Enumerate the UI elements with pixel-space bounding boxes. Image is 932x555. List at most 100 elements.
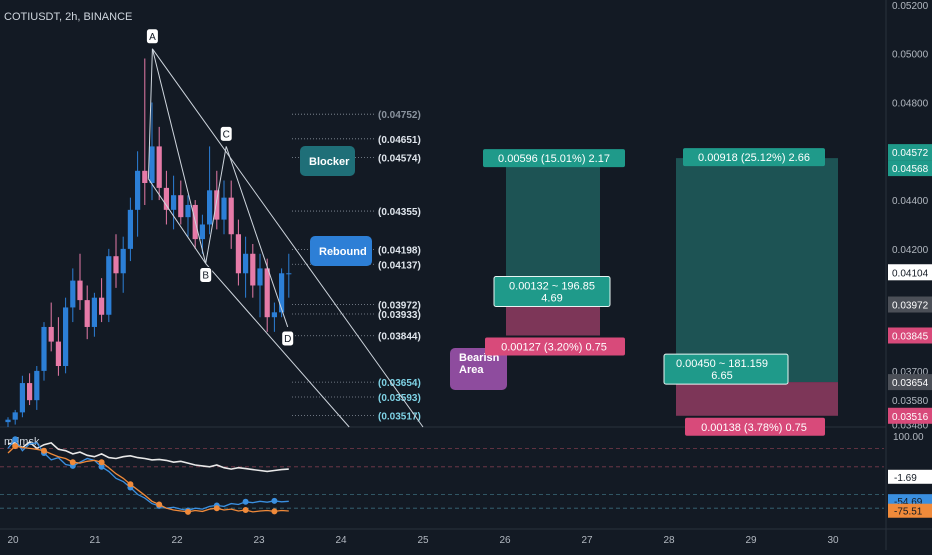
- candle-body: [214, 190, 220, 220]
- fib-level-label: (0.04752): [378, 110, 421, 121]
- indicator-point: [242, 507, 249, 514]
- callout-box: [310, 236, 372, 266]
- position-target-box: [483, 149, 625, 168]
- x-axis-tick-label: 26: [499, 535, 511, 546]
- fib-level-label: (0.03593): [378, 393, 421, 404]
- indicator-value-label: -1.69: [894, 473, 917, 484]
- candle-body: [142, 170, 148, 183]
- indicator-value-tag: [888, 469, 932, 484]
- indicator-point: [156, 501, 163, 508]
- candle-body: [70, 280, 76, 308]
- x-axis-tick-label: 24: [335, 535, 347, 546]
- position-profit-zone: [676, 158, 838, 383]
- position-stop-text: 0.00138 (3.78%) 0.75: [701, 422, 807, 434]
- callout-box: [300, 146, 355, 176]
- indicator-point: [41, 447, 47, 454]
- candle-body: [257, 268, 263, 286]
- pattern-line-ab: [151, 48, 207, 264]
- x-axis-tick-label: 20: [7, 535, 19, 546]
- indicator-value-tag: [888, 503, 932, 518]
- pattern-point-label: D: [284, 334, 291, 345]
- candle-body: [279, 273, 285, 313]
- candle-body: [120, 248, 126, 274]
- channel-upper-line: [151, 48, 424, 428]
- candle-body: [55, 341, 61, 366]
- indicator-point: [213, 505, 220, 512]
- indicator-point: [98, 459, 105, 466]
- candle-body: [113, 256, 119, 274]
- fib-level-label: (0.04574): [378, 154, 421, 165]
- candle-body: [63, 307, 69, 366]
- candle-body: [77, 280, 83, 301]
- price-tag: [888, 160, 932, 177]
- candle-body: [34, 370, 40, 401]
- symbol-label: COTIUSDT, 2h, BINANCE: [4, 11, 132, 23]
- candle-body: [48, 326, 54, 342]
- pattern-point-marker: [199, 267, 213, 284]
- position-mid-line1: 0.00132 ~ 196.85: [509, 281, 595, 293]
- y-axis-tick-label: 0.05000: [892, 50, 929, 61]
- candle-body: [156, 146, 162, 188]
- candle-body: [235, 234, 241, 274]
- price-tag: [888, 327, 932, 344]
- y-axis-tick-label: 0.05200: [892, 1, 929, 12]
- candle-body: [250, 253, 256, 286]
- fib-level-label: (0.04355): [378, 207, 421, 218]
- candle-body: [271, 312, 277, 318]
- indicator-point: [12, 443, 19, 450]
- candle-body: [5, 419, 11, 423]
- position-mid-line2: 4.69: [541, 293, 562, 305]
- x-axis-tick-label: 27: [581, 535, 593, 546]
- candle-body: [41, 326, 47, 371]
- candle-body: [91, 297, 97, 327]
- indicator-point: [271, 508, 278, 515]
- candle-body: [99, 297, 105, 315]
- position-mid-line1: 0.00450 ~ 181.159: [676, 358, 768, 370]
- candle-body: [221, 197, 227, 220]
- price-tag-label: 0.04568: [892, 164, 929, 175]
- indicator-series-line: [7, 438, 289, 512]
- y-axis-tick-label: 0.03480: [892, 421, 929, 432]
- pattern-point-label: A: [149, 32, 156, 43]
- candle-body: [185, 204, 191, 218]
- x-axis-tick-label: 21: [89, 535, 101, 546]
- position-stop-text: 0.00127 (3.20%) 0.75: [501, 342, 607, 354]
- indicator-value-label: -54.69: [894, 497, 923, 508]
- position-stop-box: [685, 417, 825, 436]
- y-axis-tick-label: 0.04800: [892, 98, 929, 109]
- y-axis-tick-label: 0.04400: [892, 196, 929, 207]
- indicator-point: [242, 498, 249, 505]
- pattern-point-label: B: [202, 271, 209, 282]
- candle-body: [228, 197, 234, 235]
- callout-text: Rebound: [319, 246, 367, 258]
- pattern-point-label: C: [223, 129, 230, 140]
- candle-body: [84, 300, 90, 327]
- indicator-series-line: [7, 445, 289, 513]
- price-tag: [888, 264, 932, 281]
- indicator-point: [127, 481, 134, 488]
- pattern-line-xb: [147, 178, 207, 264]
- indicator-point: [185, 508, 191, 515]
- candle-body: [171, 195, 177, 210]
- candle-body: [127, 209, 133, 249]
- fib-level-label: (0.04137): [378, 260, 421, 271]
- position-mid-box: [663, 353, 789, 385]
- price-tag-label: 0.03516: [892, 412, 929, 423]
- pattern-line-xa: [147, 48, 153, 179]
- indicator-point: [12, 436, 19, 443]
- y-axis-tick-label: 0.03700: [892, 367, 929, 378]
- position-loss-zone: [676, 382, 838, 416]
- indicator-point: [98, 463, 105, 470]
- position-mid-line2: 6.65: [711, 370, 732, 382]
- channel-lower-line: [205, 263, 350, 428]
- position-target-text: 0.00596 (15.01%) 2.17: [498, 153, 610, 165]
- position-stop-box: [485, 337, 625, 356]
- x-axis-tick-label: 22: [171, 535, 183, 546]
- indicator-tick-label: 100.00: [893, 432, 924, 443]
- candle-body: [12, 412, 18, 420]
- pattern-line-cd: [225, 146, 289, 328]
- y-axis-tick-label: 0.04200: [892, 245, 929, 256]
- price-tag-label: 0.03845: [892, 332, 929, 343]
